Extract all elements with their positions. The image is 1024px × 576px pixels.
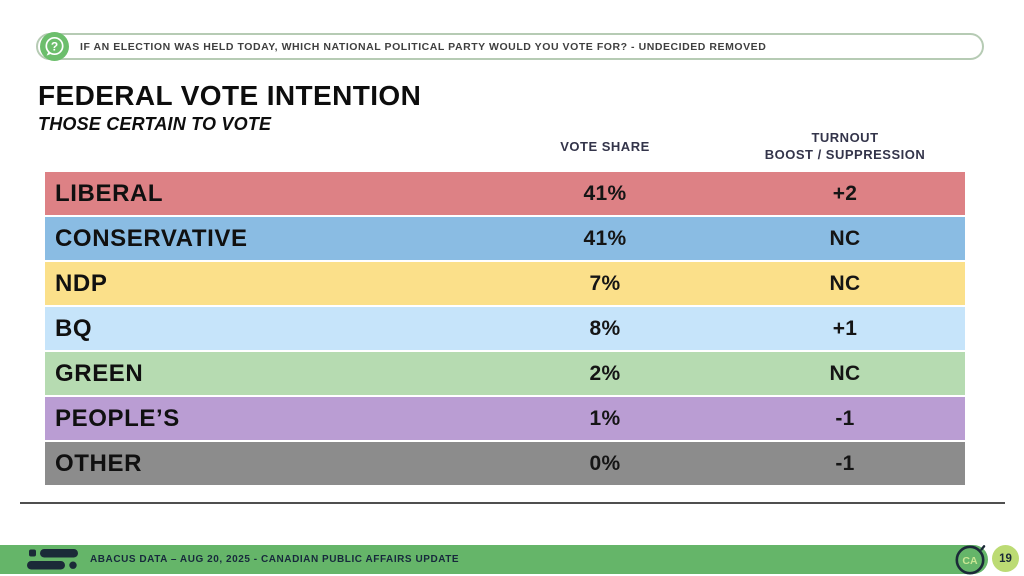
party-label: BQ <box>55 314 93 342</box>
vote-share-value: 41% <box>583 181 627 205</box>
turnout-value: -1 <box>835 451 855 475</box>
turnout-header: TURNOUT BOOST / SUPPRESSION <box>745 130 945 164</box>
vote-share-value: 41% <box>583 226 627 250</box>
page-number-badge: 19 <box>992 545 1019 572</box>
table-row: LIBERAL 41% +2 <box>45 172 965 215</box>
turnout-value: -1 <box>835 406 855 430</box>
svg-text:?: ? <box>51 39 58 53</box>
party-label: PEOPLE’S <box>55 404 180 432</box>
turnout-header-line1: TURNOUT <box>811 130 879 146</box>
vote-share-header: VOTE SHARE <box>560 138 650 154</box>
party-label: NDP <box>55 269 108 297</box>
vote-table: LIBERAL 41% +2 CONSERVATIVE 41% NC NDP 7… <box>45 172 965 487</box>
abacus-data-logo-icon <box>27 548 81 576</box>
turnout-value: NC <box>829 361 861 385</box>
turnout-value: NC <box>829 271 861 295</box>
vote-share-value: 8% <box>589 316 621 340</box>
page-title: FEDERAL VOTE INTENTION <box>38 80 422 111</box>
table-row: GREEN 2% NC <box>45 352 965 395</box>
vote-share-value: 0% <box>589 451 621 475</box>
table-column-headers: VOTE SHARE TURNOUT BOOST / SUPPRESSION <box>45 126 965 168</box>
page-subtitle: THOSE CERTAIN TO VOTE <box>38 114 272 134</box>
table-row: NDP 7% NC <box>45 262 965 305</box>
table-row: CONSERVATIVE 41% NC <box>45 217 965 260</box>
table-row: BQ 8% +1 <box>45 307 965 350</box>
question-text: IF AN ELECTION WAS HELD TODAY, WHICH NAT… <box>80 40 767 53</box>
turnout-value: NC <box>829 226 861 250</box>
footer-bar: ABACUS DATA – AUG 20, 2025 - CANADIAN PU… <box>0 545 988 574</box>
ca-monogram-icon: CA <box>952 541 989 576</box>
party-label: GREEN <box>55 359 144 387</box>
divider-line <box>20 502 1005 504</box>
vote-share-value: 1% <box>589 406 621 430</box>
question-bubble-icon: ? <box>39 31 70 62</box>
party-label: LIBERAL <box>55 179 164 207</box>
table-row: OTHER 0% -1 <box>45 442 965 485</box>
vote-share-value: 2% <box>589 361 621 385</box>
turnout-value: +1 <box>832 316 858 340</box>
party-label: CONSERVATIVE <box>55 224 248 252</box>
turnout-header-line2: BOOST / SUPPRESSION <box>764 147 926 162</box>
svg-text:CA: CA <box>962 555 978 567</box>
party-label: OTHER <box>55 449 142 477</box>
table-row: PEOPLE’S 1% -1 <box>45 397 965 440</box>
turnout-value: +2 <box>832 181 858 205</box>
vote-share-value: 7% <box>589 271 621 295</box>
footer-source-text: ABACUS DATA – AUG 20, 2025 - CANADIAN PU… <box>90 554 460 565</box>
question-bar: IF AN ELECTION WAS HELD TODAY, WHICH NAT… <box>36 33 984 60</box>
